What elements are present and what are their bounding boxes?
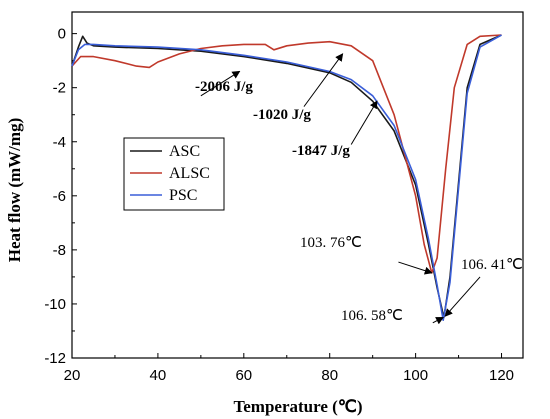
y-tick-label: -2: [53, 80, 66, 97]
annotation-arrow: [200, 70, 241, 97]
legend-box: [123, 137, 225, 211]
legend-label-asc: ASC: [169, 143, 200, 160]
series-line-alsc: [71, 34, 502, 274]
annotation-arrow: [444, 276, 481, 317]
y-tick-label: -10: [44, 296, 66, 313]
x-tick-label: 80: [321, 367, 338, 384]
y-tick-label: -12: [44, 350, 66, 367]
y-axis-title: Heat flow (mW/mg): [5, 118, 24, 262]
axes-frame: [71, 11, 524, 359]
legend-label-psc: PSC: [169, 187, 197, 204]
axis-ticks: 20 40 60 80 100 120 0 -2 -4 -6 -8 -10 -12: [44, 26, 514, 384]
annotation-arrow: [303, 53, 344, 107]
y-tick-label: -8: [53, 242, 66, 259]
peak-label-psc: 106. 41℃: [461, 257, 523, 273]
annotation-arrow: [432, 316, 444, 325]
legend: ASC ALSC PSC: [123, 137, 225, 211]
y-tick-label: -4: [53, 134, 66, 151]
legend-label-alsc: ALSC: [169, 165, 210, 182]
data-series: [71, 34, 502, 321]
peak-label-alsc: 103. 76℃: [300, 235, 362, 251]
x-axis-title: Temperature (℃): [233, 397, 362, 416]
series-line-psc: [71, 34, 502, 321]
plot-frame: [71, 11, 524, 359]
annotation-arrows: [200, 53, 481, 325]
enthalpy-label-alsc: -2006 J/g: [195, 79, 253, 95]
annotation-arrow: [350, 100, 378, 145]
enthalpy-label-asc: -1020 J/g: [253, 107, 311, 123]
y-tick-label: -6: [53, 188, 66, 205]
x-tick-label: 20: [64, 367, 81, 384]
x-tick-label: 40: [150, 367, 167, 384]
x-tick-label: 60: [235, 367, 252, 384]
x-tick-label: 120: [489, 367, 514, 384]
y-tick-label: 0: [58, 26, 66, 43]
peak-label-asc: 106. 58℃: [341, 308, 403, 324]
annotation-arrow: [398, 261, 433, 275]
x-tick-label: 100: [403, 367, 428, 384]
enthalpy-label-psc: -1847 J/g: [292, 143, 350, 159]
